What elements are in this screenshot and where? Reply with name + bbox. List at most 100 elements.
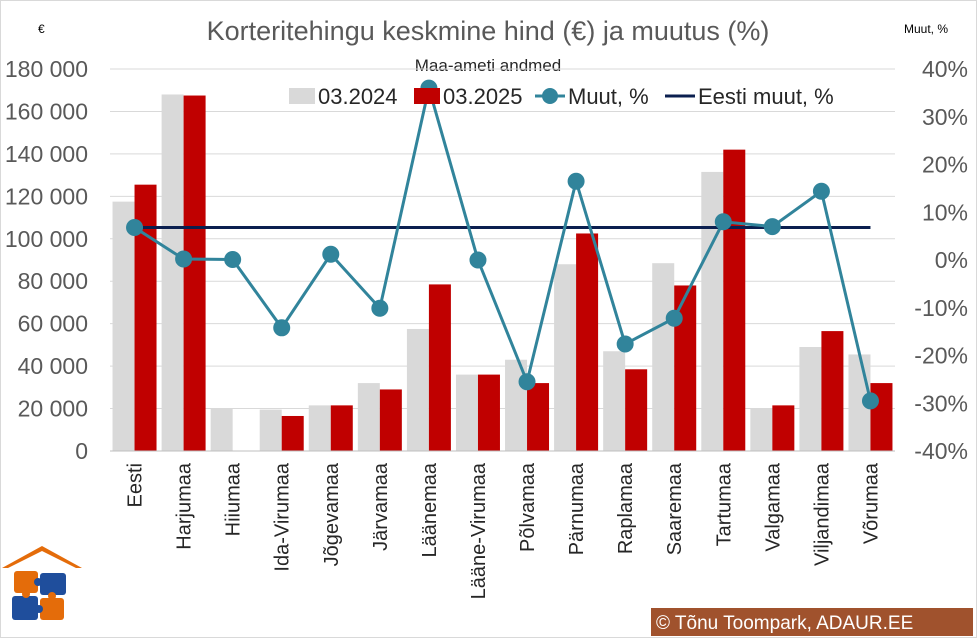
category-label-saaremaa: Saaremaa bbox=[664, 462, 686, 555]
point-change-saaremaa bbox=[665, 309, 683, 327]
logo-puzzle-knob bbox=[48, 592, 56, 600]
right-tick-label: 30% bbox=[922, 104, 968, 130]
right-axis: -40% -30% -20% -10% 0% 10% 20% 30% 40% bbox=[914, 56, 968, 464]
right-tick-label: -40% bbox=[914, 438, 968, 464]
point-change-eesti bbox=[126, 219, 144, 237]
logo-puzzle-piece bbox=[14, 571, 38, 593]
bar-03-2024-laane-virumaa bbox=[455, 374, 478, 451]
left-tick-label: 80 000 bbox=[18, 268, 88, 294]
right-tick-label: 10% bbox=[922, 199, 968, 225]
point-change-laane-virumaa bbox=[469, 251, 487, 269]
copyright-badge: © Tõnu Toompark, ADAUR.EE bbox=[651, 608, 973, 636]
category-label-raplamaa: Raplamaa bbox=[615, 462, 637, 554]
category-label-ida-virumaa: Ida-Virumaa bbox=[272, 462, 294, 571]
logo-puzzle-piece bbox=[40, 573, 66, 595]
legend-label-03-2024: 03.2024 bbox=[318, 84, 398, 109]
point-change-viljandimaa bbox=[812, 182, 830, 200]
bar-03-2025-parnumaa bbox=[576, 233, 599, 451]
category-label-parnumaa: Pärnumaa bbox=[566, 462, 588, 555]
line-change-path bbox=[133, 87, 872, 402]
left-tick-label: 0 bbox=[75, 438, 88, 464]
chart-subtitle: Maa-ameti andmed bbox=[415, 56, 561, 75]
point-change-valgamaa bbox=[763, 218, 781, 236]
logo-puzzle-knob bbox=[22, 590, 30, 598]
point-change-vorumaa bbox=[861, 392, 879, 410]
logo-puzzle-piece bbox=[40, 598, 64, 620]
logo-puzzle-knob bbox=[34, 578, 42, 586]
bar-03-2024-hiiumaa bbox=[210, 408, 233, 451]
chart-title: Korteritehingu keskmine hind (€) ja muut… bbox=[207, 16, 770, 46]
right-tick-label: -30% bbox=[914, 390, 968, 416]
bar-03-2025-laanemaa bbox=[428, 284, 451, 451]
logo-puzzle-piece bbox=[12, 596, 38, 620]
bar-03-2025-tartumaa bbox=[723, 149, 746, 451]
bar-03-2024-jogevamaa bbox=[308, 405, 331, 451]
bar-03-2025-jogevamaa bbox=[330, 405, 353, 451]
left-tick-label: 180 000 bbox=[5, 56, 88, 82]
bar-03-2024-raplamaa bbox=[603, 351, 626, 451]
category-label-harjumaa: Harjumaa bbox=[174, 462, 196, 550]
bar-03-2024-valgamaa bbox=[750, 408, 773, 451]
bar-03-2024-laanemaa bbox=[406, 328, 429, 451]
point-change-ida-virumaa bbox=[273, 319, 291, 337]
left-tick-label: 20 000 bbox=[18, 396, 88, 422]
left-tick-label: 160 000 bbox=[5, 98, 88, 124]
point-change-jogevamaa bbox=[322, 245, 340, 263]
bar-03-2025-harjumaa bbox=[183, 95, 206, 452]
right-axis-unit: Muut, % bbox=[904, 22, 948, 36]
category-label-hiiumaa: Hiiumaa bbox=[223, 462, 245, 536]
left-tick-label: 40 000 bbox=[18, 353, 88, 379]
right-tick-label: 40% bbox=[922, 56, 968, 82]
legend-label-03-2025: 03.2025 bbox=[443, 84, 523, 109]
category-label-valgamaa: Valgamaa bbox=[762, 462, 784, 551]
category-label-vorumaa: Võrumaa bbox=[860, 462, 882, 544]
bar-03-2025-valgamaa bbox=[772, 405, 795, 451]
left-axis-unit: € bbox=[38, 22, 45, 36]
left-tick-label: 120 000 bbox=[5, 183, 88, 209]
category-label-viljandimaa: Viljandimaa bbox=[811, 462, 833, 566]
bar-03-2025-laane-virumaa bbox=[477, 374, 500, 451]
copyright-background bbox=[651, 608, 973, 636]
adaur-logo bbox=[2, 546, 82, 620]
point-change-tartumaa bbox=[714, 213, 732, 231]
bar-03-2025-viljandimaa bbox=[821, 331, 844, 451]
bar-03-2025-raplamaa bbox=[625, 369, 648, 451]
bar-03-2025-eesti bbox=[134, 184, 157, 451]
point-change-harjumaa bbox=[175, 250, 193, 268]
logo-puzzle-knob bbox=[35, 605, 43, 613]
legend-label-eesti-change: Eesti muut, % bbox=[698, 84, 834, 109]
bar-03-2024-viljandimaa bbox=[799, 347, 822, 451]
copyright-text: © Tõnu Toompark, ADAUR.EE bbox=[656, 613, 913, 634]
legend: 03.2024 03.2025 Muut, % Eesti muut, % bbox=[289, 84, 834, 109]
legend-label-change: Muut, % bbox=[568, 84, 649, 109]
bar-03-2024-eesti bbox=[112, 201, 135, 451]
bar-03-2024-jarvamaa bbox=[357, 383, 380, 451]
bar-03-2024-ida-virumaa bbox=[259, 409, 282, 451]
category-label-laanemaa: Läänemaa bbox=[419, 462, 441, 557]
legend-marker-change bbox=[542, 88, 558, 104]
bar-03-2025-jarvamaa bbox=[379, 389, 402, 451]
left-tick-label: 140 000 bbox=[5, 141, 88, 167]
bar-03-2025-polvamaa bbox=[527, 383, 550, 451]
point-change-hiiumaa bbox=[224, 251, 242, 269]
category-label-laane-virumaa: Lääne-Virumaa bbox=[468, 462, 490, 599]
bar-03-2025-saaremaa bbox=[674, 285, 697, 451]
category-label-jarvamaa: Järvamaa bbox=[370, 462, 392, 551]
left-axis: 0 20 000 40 000 60 000 80 000 100 000 120 000 1… bbox=[5, 56, 88, 464]
point-change-parnumaa bbox=[567, 172, 585, 190]
bar-03-2024-tartumaa bbox=[701, 171, 724, 451]
right-tick-label: 0% bbox=[935, 247, 968, 273]
category-label-eesti: Eesti bbox=[125, 463, 147, 507]
bar-03-2024-harjumaa bbox=[161, 94, 184, 451]
category-label-jogevamaa: Jõgevamaa bbox=[321, 462, 343, 566]
change-line bbox=[126, 79, 879, 410]
bar-03-2025-ida-virumaa bbox=[281, 415, 304, 451]
right-tick-label: 20% bbox=[922, 152, 968, 178]
point-change-polvamaa bbox=[518, 373, 536, 391]
point-change-jarvamaa bbox=[371, 299, 389, 317]
category-labels: Eesti Harjumaa Hiiumaa Ida-Virumaa Jõgevamaa… bbox=[125, 462, 883, 599]
point-change-raplamaa bbox=[616, 335, 634, 353]
left-tick-label: 60 000 bbox=[18, 311, 88, 337]
bar-03-2024-saaremaa bbox=[652, 263, 675, 451]
